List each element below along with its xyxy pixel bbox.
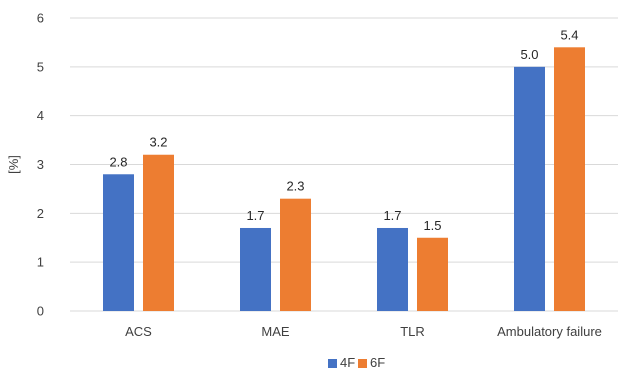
data-label: 5.0: [520, 47, 538, 62]
bar-6F-acs: [143, 154, 174, 311]
legend: 4F 6F: [328, 355, 385, 370]
legend-swatch-6F: [358, 359, 367, 368]
y-tick-label: 4: [37, 108, 44, 123]
data-label: 1.7: [246, 208, 264, 223]
x-category-label: TLR: [400, 324, 425, 339]
legend-label-4F: 4F: [340, 355, 355, 370]
legend-label-6F: 6F: [370, 355, 385, 370]
bar-6F-mae: [280, 198, 311, 311]
legend-swatch-4F: [328, 359, 337, 368]
data-label: 1.7: [383, 208, 401, 223]
x-category-label: MAE: [261, 324, 290, 339]
data-label: 5.4: [560, 27, 578, 42]
bar-4F-mae: [240, 227, 271, 311]
y-tick-label: 0: [37, 304, 44, 319]
y-tick-label: 6: [37, 11, 44, 26]
y-axis-ticks: 0 1 2 3 4 5 6: [37, 11, 44, 319]
data-label: 1.5: [423, 218, 441, 233]
y-tick-label: 5: [37, 59, 44, 74]
x-category-label: ACS: [125, 324, 152, 339]
data-label: 2.3: [286, 179, 304, 194]
bar-4F-ambulatory-failure: [514, 66, 545, 311]
bar-6F-tlr: [417, 237, 448, 311]
data-label: 3.2: [149, 135, 167, 150]
y-tick-label: 2: [37, 206, 44, 221]
data-labels: 2.8 3.2 1.7 2.3 1.7 1.5 5.0 5.4: [109, 27, 578, 232]
bars: [103, 47, 585, 312]
data-label: 2.8: [109, 154, 127, 169]
y-tick-label: 1: [37, 255, 44, 270]
bar-6F-ambulatory-failure: [554, 47, 585, 312]
bar-4F-acs: [103, 174, 134, 311]
bar-4F-tlr: [377, 227, 408, 311]
y-tick-label: 3: [37, 157, 44, 172]
y-axis-label: [%]: [6, 155, 21, 174]
x-axis-categories: ACS MAE TLR Ambulatory failure: [125, 324, 602, 339]
x-category-label: Ambulatory failure: [497, 324, 602, 339]
